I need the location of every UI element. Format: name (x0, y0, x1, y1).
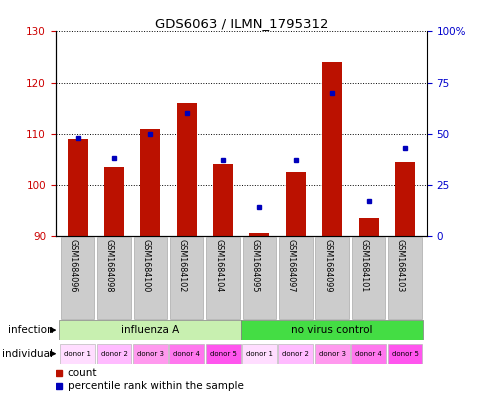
Text: donor 5: donor 5 (209, 351, 236, 357)
Text: influenza A: influenza A (121, 325, 179, 335)
Bar (394, 162, 414, 236)
Bar (212, 164, 233, 236)
FancyBboxPatch shape (278, 344, 313, 364)
FancyBboxPatch shape (169, 344, 204, 364)
Bar (285, 172, 305, 236)
Text: count: count (67, 368, 97, 378)
Text: donor 3: donor 3 (318, 351, 345, 357)
Text: GSM1684100: GSM1684100 (141, 239, 150, 292)
FancyBboxPatch shape (387, 237, 421, 319)
Text: donor 5: donor 5 (391, 351, 418, 357)
Text: GSM1684096: GSM1684096 (68, 239, 77, 292)
Text: GSM1684098: GSM1684098 (105, 239, 114, 292)
Text: donor 4: donor 4 (354, 351, 381, 357)
FancyBboxPatch shape (242, 344, 276, 364)
FancyBboxPatch shape (170, 237, 203, 319)
Text: donor 1: donor 1 (64, 351, 91, 357)
Text: GSM1684097: GSM1684097 (286, 239, 295, 293)
FancyBboxPatch shape (97, 237, 130, 319)
FancyBboxPatch shape (60, 344, 95, 364)
Text: GSM1684099: GSM1684099 (322, 239, 332, 293)
Bar (249, 233, 269, 236)
Bar (321, 62, 342, 236)
Text: GSM1684102: GSM1684102 (177, 239, 186, 292)
Title: GDS6063 / ILMN_1795312: GDS6063 / ILMN_1795312 (154, 17, 327, 30)
FancyBboxPatch shape (242, 237, 276, 319)
Text: donor 3: donor 3 (136, 351, 164, 357)
Bar (358, 218, 378, 236)
FancyBboxPatch shape (241, 320, 422, 340)
FancyBboxPatch shape (351, 237, 384, 319)
FancyBboxPatch shape (59, 320, 241, 340)
FancyBboxPatch shape (96, 344, 131, 364)
FancyBboxPatch shape (205, 344, 240, 364)
FancyBboxPatch shape (315, 237, 348, 319)
FancyBboxPatch shape (133, 344, 167, 364)
Bar (140, 129, 160, 236)
Text: donor 2: donor 2 (282, 351, 309, 357)
FancyBboxPatch shape (279, 237, 312, 319)
Text: GSM1684101: GSM1684101 (359, 239, 368, 292)
Bar (104, 167, 124, 236)
Bar (176, 103, 197, 236)
Text: GSM1684104: GSM1684104 (213, 239, 223, 292)
Text: GSM1684095: GSM1684095 (250, 239, 259, 293)
FancyBboxPatch shape (314, 344, 349, 364)
Text: donor 2: donor 2 (100, 351, 127, 357)
Text: donor 4: donor 4 (173, 351, 200, 357)
Text: GSM1684103: GSM1684103 (395, 239, 404, 292)
Text: percentile rank within the sample: percentile rank within the sample (67, 381, 243, 391)
Text: infection: infection (8, 325, 53, 335)
Text: no virus control: no virus control (291, 325, 372, 335)
FancyBboxPatch shape (350, 344, 385, 364)
Bar (67, 139, 88, 236)
Text: donor 1: donor 1 (245, 351, 272, 357)
FancyBboxPatch shape (387, 344, 422, 364)
FancyBboxPatch shape (134, 237, 166, 319)
FancyBboxPatch shape (61, 237, 94, 319)
Text: individual: individual (2, 349, 53, 359)
FancyBboxPatch shape (206, 237, 239, 319)
